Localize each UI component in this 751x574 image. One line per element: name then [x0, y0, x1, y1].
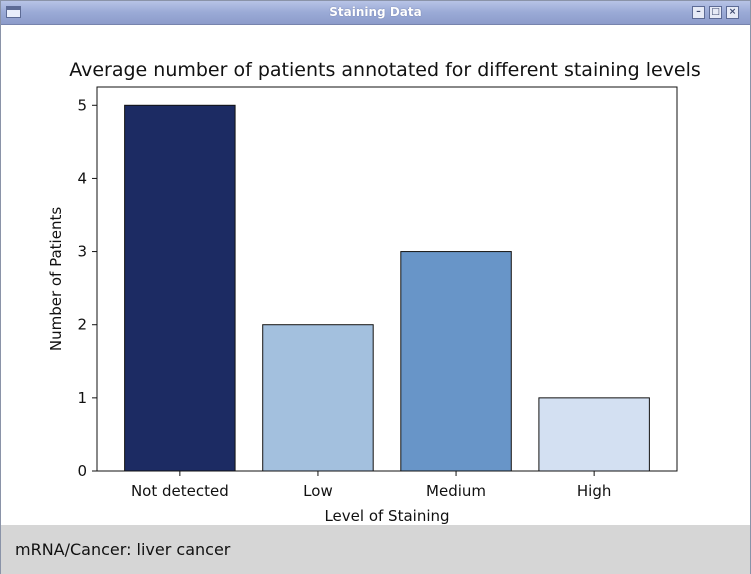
- maximize-button[interactable]: □: [709, 6, 722, 19]
- x-tick-label: Low: [303, 482, 333, 500]
- bar-high: [539, 398, 649, 471]
- x-tick-label: Not detected: [131, 482, 229, 500]
- status-text: mRNA/Cancer: liver cancer: [15, 540, 230, 559]
- x-tick-label: Medium: [426, 482, 486, 500]
- window-title: Staining Data: [1, 5, 750, 19]
- title-bar[interactable]: Staining Data – □ ×: [1, 1, 750, 25]
- minimize-button[interactable]: –: [692, 6, 705, 19]
- x-axis-ticks: Not detected Low Medium High: [131, 471, 611, 500]
- status-bar: mRNA/Cancer: liver cancer: [1, 525, 750, 574]
- y-tick-label: 2: [77, 316, 87, 334]
- y-tick-label: 4: [77, 169, 87, 187]
- y-axis-ticks: 0 1 2 3 4 5: [77, 96, 97, 480]
- x-axis-label: Level of Staining: [324, 507, 449, 525]
- bar-medium: [401, 252, 511, 471]
- bar-chart: Average number of patients annotated for…: [1, 25, 750, 525]
- chart-title: Average number of patients annotated for…: [69, 59, 701, 81]
- y-tick-label: 5: [77, 96, 87, 114]
- y-axis-label: Number of Patients: [47, 207, 65, 351]
- y-tick-label: 0: [77, 462, 87, 480]
- y-tick-label: 3: [77, 243, 87, 261]
- x-tick-label: High: [577, 482, 611, 500]
- close-button[interactable]: ×: [726, 6, 739, 19]
- y-tick-label: 1: [77, 389, 87, 407]
- bar-low: [263, 325, 373, 471]
- chart-area: Average number of patients annotated for…: [1, 25, 750, 525]
- bars-group: [125, 105, 650, 471]
- bar-not-detected: [125, 105, 235, 471]
